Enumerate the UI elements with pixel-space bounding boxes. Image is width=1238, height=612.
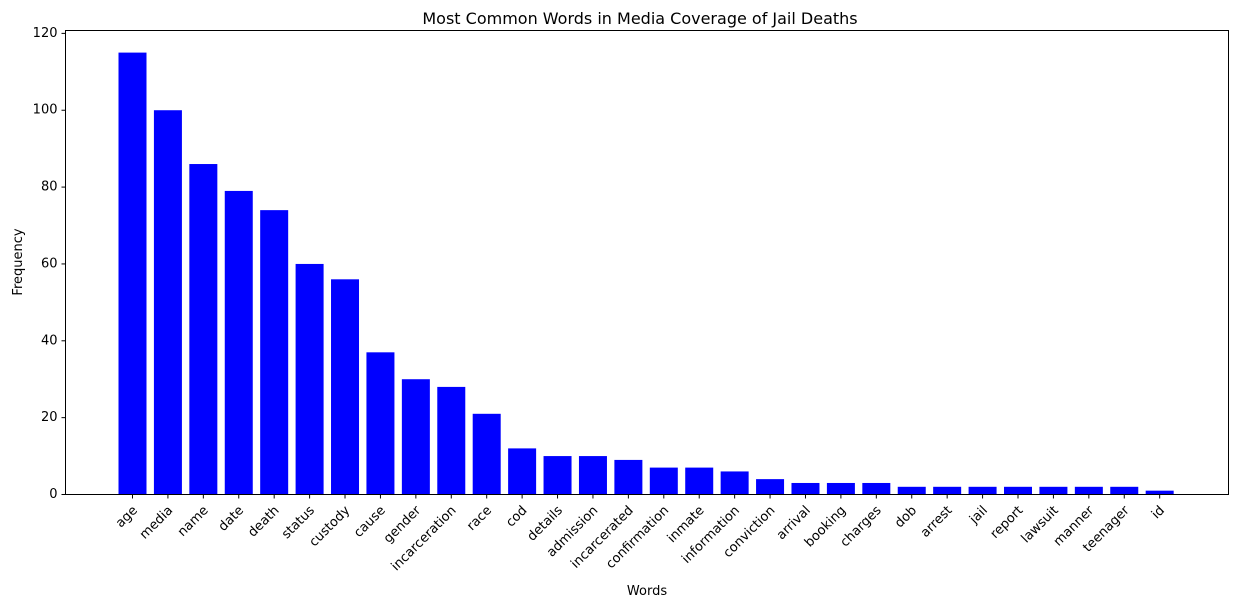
bar-jail xyxy=(968,486,997,495)
bar-date xyxy=(224,190,253,495)
bar-status xyxy=(295,263,324,495)
bar-race xyxy=(472,413,501,495)
bar-dob xyxy=(897,486,926,495)
bar-details xyxy=(543,456,572,495)
x-tick-label: race xyxy=(464,503,495,534)
bar-admission xyxy=(578,456,607,495)
x-tick-label: media xyxy=(137,503,176,542)
x-tick-label: confirmation xyxy=(603,503,672,572)
y-tick-label: 20 xyxy=(41,410,58,425)
bar-incarceration xyxy=(437,386,466,495)
x-tick-label: date xyxy=(216,503,247,534)
x-tick-label: dob xyxy=(892,503,920,531)
bar-inmate xyxy=(685,467,714,495)
x-tick-label: jail xyxy=(966,503,991,528)
bar-lawsuit xyxy=(1039,486,1068,495)
y-tick-label: 0 xyxy=(49,487,57,502)
bar-charges xyxy=(862,482,891,495)
y-tick-label: 80 xyxy=(41,180,58,195)
chart-title: Most Common Words in Media Coverage of J… xyxy=(422,9,857,28)
bar-conviction xyxy=(756,479,785,495)
bar-death xyxy=(260,210,289,495)
x-tick-label: arrest xyxy=(918,503,955,540)
y-tick-label: 60 xyxy=(41,256,58,271)
plot-frame xyxy=(65,30,1229,495)
bar-cause xyxy=(366,352,395,495)
bar-teenager xyxy=(1110,486,1139,495)
bar-information xyxy=(720,471,749,495)
bar-booking xyxy=(826,482,855,495)
bar-media xyxy=(153,110,182,495)
bar-incarcerated xyxy=(614,459,643,495)
x-tick-label: id xyxy=(1149,503,1168,522)
x-tick-label: death xyxy=(245,503,282,540)
bar-custody xyxy=(331,279,360,495)
bar-gender xyxy=(401,379,430,495)
y-tick-label: 40 xyxy=(41,333,58,348)
bar-age xyxy=(118,52,147,495)
x-axis-label: Words xyxy=(627,584,667,599)
x-tick-label: name xyxy=(175,503,212,540)
y-axis: 0 20 40 60 80 100 120 xyxy=(33,26,66,502)
x-tick-label: age xyxy=(113,503,141,531)
bar-arrival xyxy=(791,482,820,495)
bar-arrest xyxy=(933,486,962,495)
x-tick-label: cod xyxy=(503,503,530,530)
bars-layer xyxy=(118,52,1174,495)
y-axis-label: Frequency xyxy=(11,228,26,295)
bar-confirmation xyxy=(649,467,678,495)
bar-manner xyxy=(1074,486,1103,495)
bar-cod xyxy=(508,448,537,495)
y-tick-label: 120 xyxy=(33,26,58,41)
bar-id xyxy=(1145,490,1174,495)
y-tick-label: 100 xyxy=(33,103,58,118)
bar-name xyxy=(189,164,218,495)
bar-report xyxy=(1004,486,1032,495)
